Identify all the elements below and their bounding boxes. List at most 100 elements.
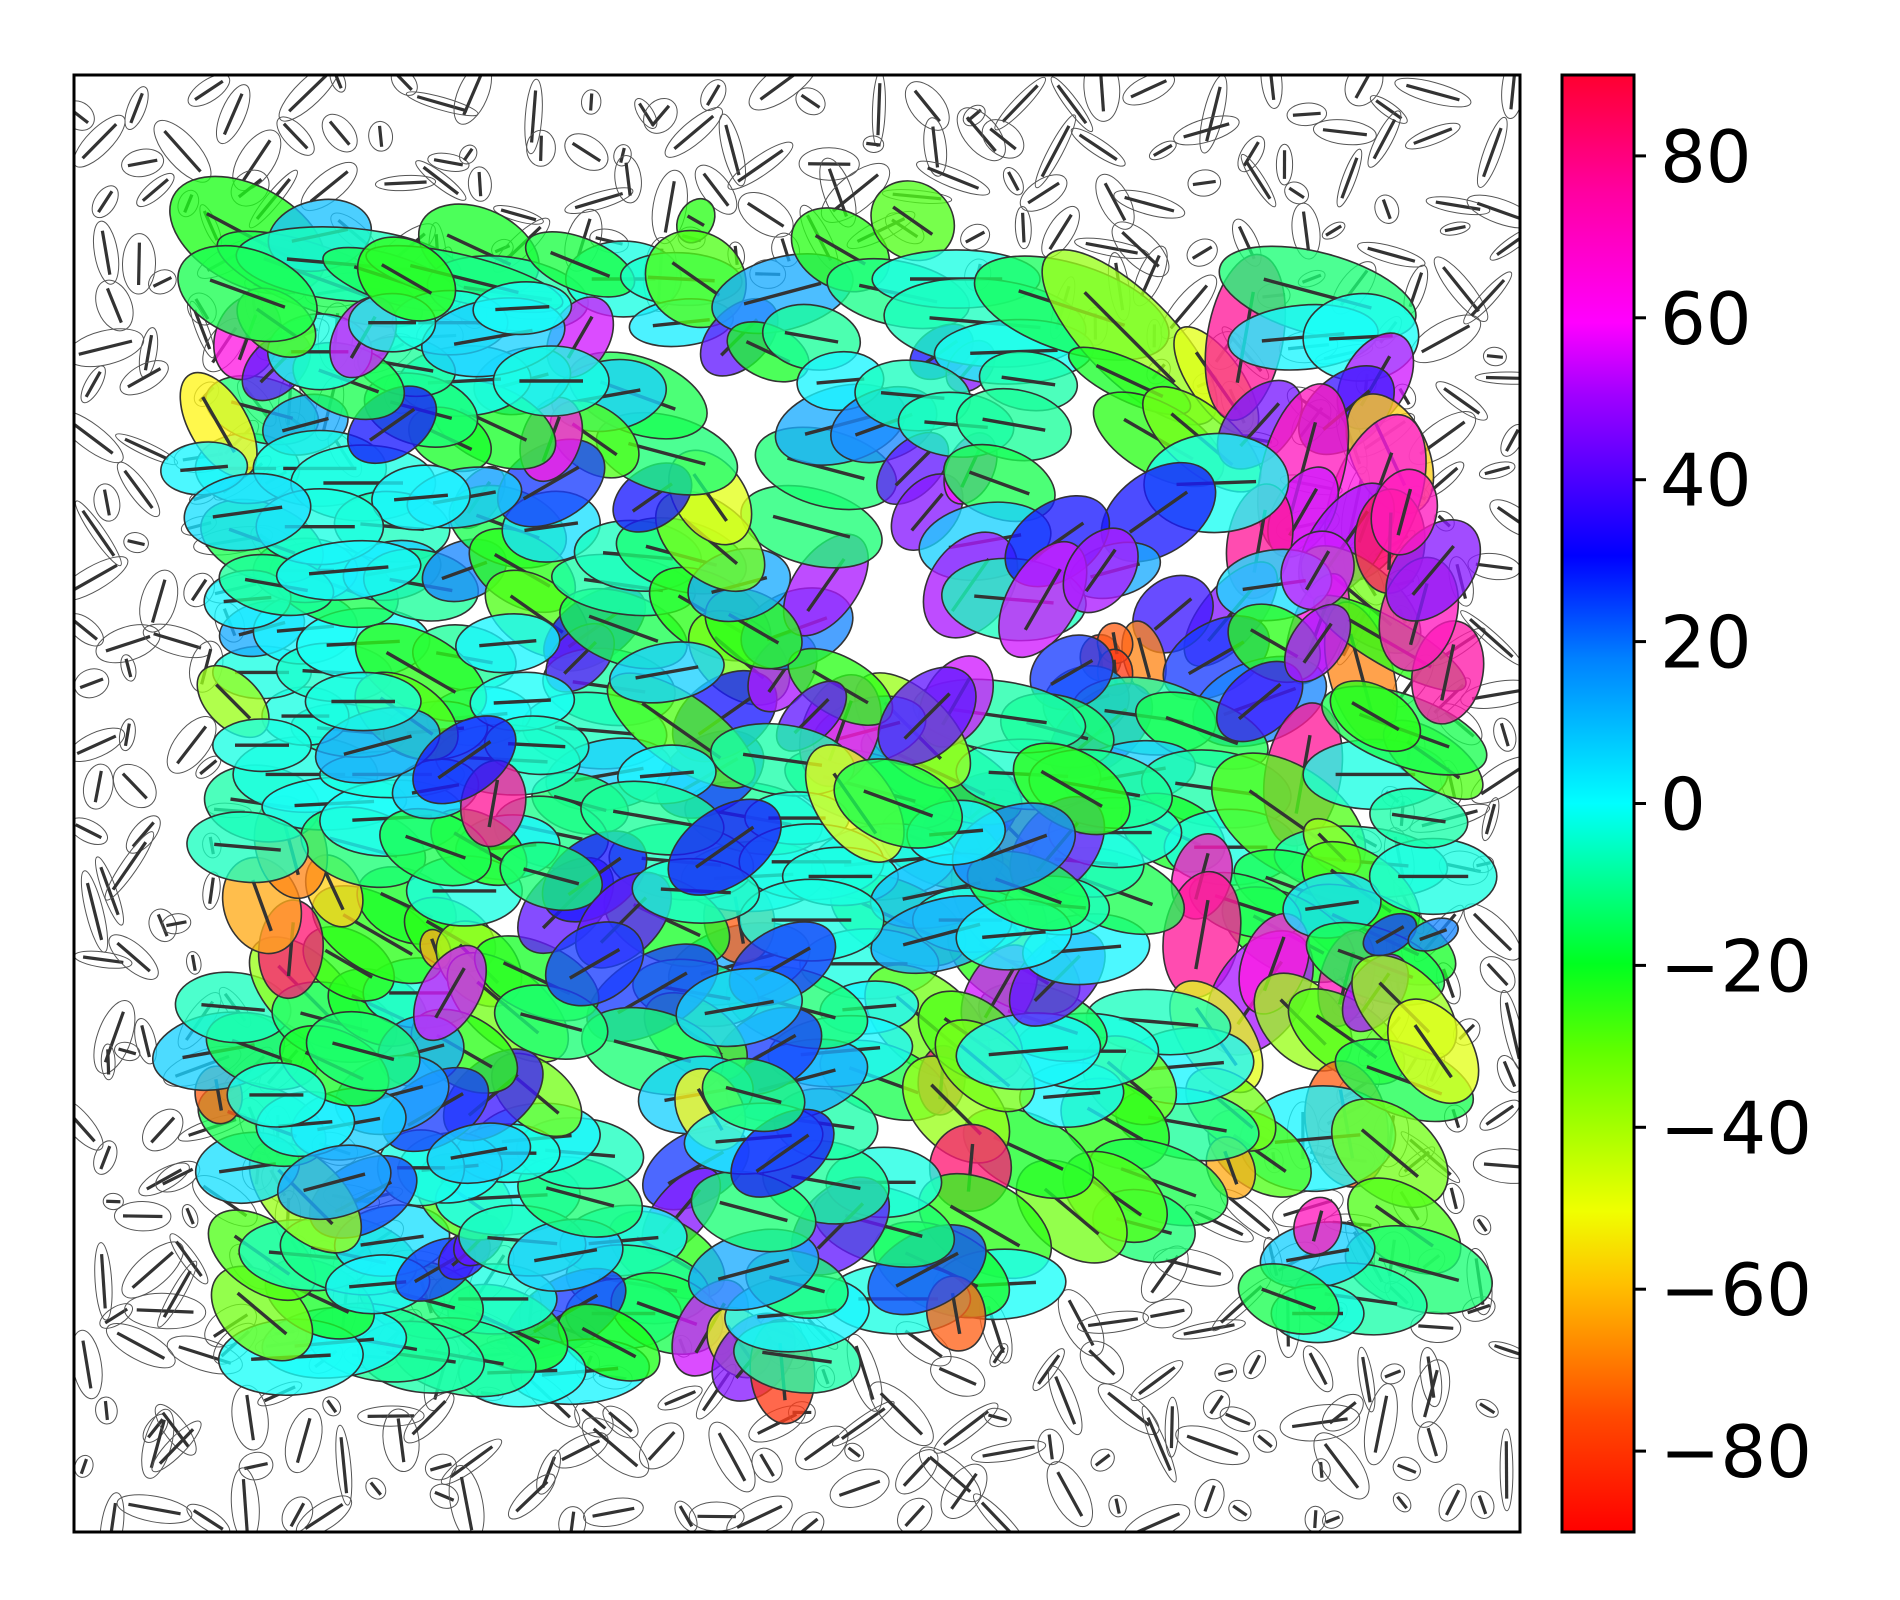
- background-ellipse-shape: [1237, 135, 1266, 173]
- background-ellipse-shape: [708, 1421, 756, 1493]
- data-ellipse-bar: [308, 565, 389, 576]
- background-ellipse-shape: [169, 1233, 209, 1285]
- background-ellipse: [284, 1407, 323, 1474]
- data-ellipse-bar: [1194, 899, 1210, 970]
- background-ellipse: [1476, 116, 1508, 188]
- background-ellipse-bar: [589, 93, 594, 111]
- background-ellipse: [748, 75, 819, 111]
- background-ellipse: [116, 461, 161, 518]
- background-ellipse-shape: [1489, 226, 1520, 261]
- background-ellipse-bar: [928, 1455, 972, 1493]
- background-ellipse-shape: [92, 220, 120, 285]
- background-ellipse-shape: [1187, 169, 1222, 197]
- axes-frame: [72, 73, 1522, 1534]
- background-ellipse: [1470, 756, 1520, 804]
- background-ellipse: [118, 718, 136, 752]
- background-ellipse-bar: [245, 1394, 255, 1441]
- data-ellipse-bar: [671, 261, 721, 297]
- background-ellipse: [919, 1446, 981, 1503]
- background-ellipse: [321, 113, 358, 153]
- background-ellipse-shape: [718, 113, 747, 187]
- background-ellipse: [1367, 110, 1402, 168]
- background-ellipse: [148, 908, 177, 943]
- background-ellipse-shape: [862, 135, 885, 153]
- background-ellipse: [74, 817, 108, 846]
- colorbar-tick-label: −80: [1660, 1410, 1812, 1494]
- background-ellipse-shape: [95, 624, 161, 664]
- background-ellipse-bar: [1381, 199, 1392, 220]
- background-ellipse-bar: [1485, 375, 1520, 381]
- background-ellipse-shape: [94, 1242, 113, 1321]
- background-ellipse: [718, 113, 747, 187]
- background-ellipse: [664, 107, 723, 158]
- background-ellipse-shape: [1275, 143, 1294, 186]
- background-ellipse-shape: [1411, 1359, 1451, 1428]
- background-ellipse-shape: [429, 1483, 459, 1509]
- data-ellipse-bar: [617, 971, 688, 1015]
- data-ellipse-bar: [1396, 488, 1413, 536]
- background-ellipse-shape: [1014, 206, 1032, 250]
- background-ellipse-bar: [99, 866, 120, 916]
- background-ellipse: [727, 141, 794, 190]
- background-ellipse-shape: [1369, 95, 1408, 124]
- data-ellipse-bar: [968, 470, 1030, 496]
- background-ellipse-bar: [1085, 241, 1138, 255]
- background-ellipse-bar: [146, 1168, 183, 1191]
- background-ellipse-bar: [1047, 1434, 1054, 1460]
- background-ellipse-shape: [795, 1425, 849, 1471]
- background-ellipse: [1357, 241, 1426, 268]
- colorbar-tick-label: 20: [1660, 601, 1752, 685]
- background-ellipse-shape: [1425, 196, 1491, 216]
- background-ellipse-shape: [1111, 221, 1170, 278]
- background-ellipse-bar: [931, 126, 940, 168]
- background-ellipse-bar: [82, 955, 124, 965]
- background-ellipse-bar: [136, 1308, 194, 1314]
- background-ellipse-shape: [1286, 102, 1328, 127]
- background-ellipse-bar: [827, 168, 848, 217]
- background-ellipse-shape: [981, 119, 1025, 159]
- background-ellipse-bar: [462, 147, 474, 162]
- background-ellipse-bar: [938, 1366, 977, 1386]
- background-ellipse: [1363, 1383, 1398, 1466]
- background-ellipse-bar: [332, 75, 343, 89]
- background-ellipse-shape: [558, 1506, 587, 1532]
- background-ellipse: [1322, 1510, 1344, 1529]
- background-ellipse-shape: [962, 104, 986, 127]
- background-ellipse-bar: [131, 1251, 174, 1289]
- data-ellipse-bar: [743, 281, 822, 306]
- data-ellipse-bar: [1118, 1016, 1199, 1028]
- background-ellipse: [91, 185, 119, 219]
- data-ellipse: [608, 641, 725, 704]
- background-ellipse: [278, 75, 340, 122]
- background-ellipse: [105, 1323, 176, 1369]
- background-ellipse-shape: [74, 409, 124, 464]
- background-ellipse-bar: [282, 122, 309, 150]
- background-ellipse-shape: [74, 100, 95, 131]
- background-ellipse-bar: [592, 1506, 635, 1518]
- background-ellipse: [1014, 206, 1032, 250]
- data-ellipse-bar: [1375, 925, 1405, 945]
- background-ellipse-bar: [1375, 99, 1403, 120]
- background-ellipse: [74, 500, 122, 567]
- background-ellipse-bar: [1098, 75, 1106, 112]
- background-ellipse: [1435, 381, 1488, 421]
- background-ellipse-shape: [552, 1431, 609, 1469]
- background-ellipse-bar: [462, 75, 484, 116]
- background-ellipse-bar: [1397, 1463, 1417, 1474]
- background-ellipse: [169, 1233, 209, 1285]
- background-ellipse-shape: [1260, 75, 1283, 109]
- background-ellipse-bar: [1469, 617, 1514, 659]
- background-ellipse-shape: [74, 1329, 103, 1400]
- background-ellipse: [862, 135, 885, 153]
- background-ellipse-bar: [1472, 912, 1513, 952]
- background-ellipse: [1173, 115, 1240, 146]
- background-ellipse-bar: [81, 1340, 93, 1389]
- background-ellipse-shape: [1404, 122, 1461, 150]
- background-ellipse: [138, 1162, 190, 1197]
- background-ellipse: [1321, 221, 1346, 240]
- background-ellipse-shape: [440, 1438, 503, 1485]
- background-ellipse: [1411, 1359, 1451, 1428]
- background-ellipse-bar: [717, 1432, 747, 1482]
- background-ellipse: [1260, 75, 1283, 109]
- background-ellipse: [1002, 167, 1024, 196]
